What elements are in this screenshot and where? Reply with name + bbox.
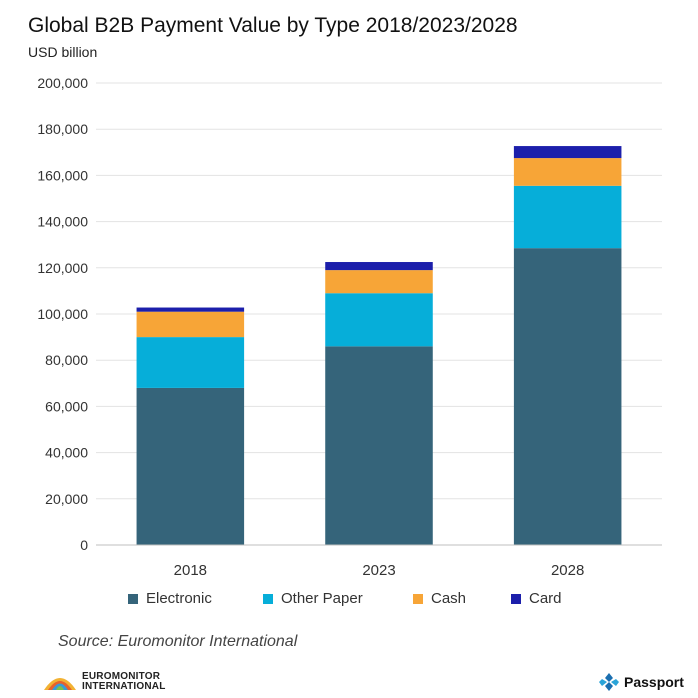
bar-segment-other-paper-2023 [325, 293, 433, 347]
y-tick-label: 0 [80, 537, 88, 553]
source-note: Source: Euromonitor International [58, 633, 298, 650]
unit-label: USD billion [28, 44, 98, 60]
euromonitor-logo-icon [44, 678, 76, 690]
legend-label: Other Paper [281, 590, 363, 607]
y-tick-label: 160,000 [37, 167, 88, 183]
legend-label: Cash [431, 590, 467, 607]
euromonitor-logo-line1: EUROMONITOR [82, 671, 161, 682]
euromonitor-logo-line2: INTERNATIONAL [82, 681, 166, 692]
y-tick-label: 140,000 [37, 214, 88, 230]
passport-logo-text: Passport [624, 674, 684, 690]
legend-item-cash: Cash [413, 590, 466, 607]
bar-segment-cash-2023 [325, 270, 433, 294]
legend-item-electronic: Electronic [128, 590, 212, 607]
legend-swatch [128, 593, 138, 604]
legend-swatch [413, 593, 423, 604]
legend-item-other-paper: Other Paper [263, 590, 363, 607]
bar-segment-cash-2028 [513, 158, 622, 186]
y-axis-ticks: 0 20,000 40,000 60,000 80,000 100,000 120,000 1… [37, 75, 88, 553]
y-tick-label: 200,000 [37, 75, 88, 91]
legend: Electronic Other Paper Cash Card [0, 590, 698, 612]
x-tick-label: 2018 [174, 562, 207, 579]
legend-label: Electronic [146, 590, 212, 607]
y-tick-label: 60,000 [45, 398, 88, 414]
bar-segment-cash-2018 [136, 311, 245, 338]
passport-logo-icon [599, 673, 619, 691]
y-tick-label: 40,000 [45, 445, 88, 461]
y-tick-label: 180,000 [37, 121, 88, 137]
bars [136, 146, 622, 546]
y-tick-label: 80,000 [45, 352, 88, 368]
bar-segment-other-paper-2028 [513, 185, 622, 249]
legend-item-card: Card [511, 590, 562, 607]
x-tick-label: 2023 [362, 562, 395, 579]
legend-swatch [511, 593, 521, 604]
y-tick-label: 100,000 [37, 306, 88, 322]
bar-segment-card-2023 [325, 262, 433, 271]
x-axis-ticks: 2018 2023 2028 [174, 562, 585, 579]
bar-segment-card-2018 [136, 307, 245, 312]
y-tick-label: 20,000 [45, 491, 88, 507]
chart-title: Global B2B Payment Value by Type 2018/20… [28, 14, 518, 37]
bar-segment-card-2028 [513, 146, 622, 159]
bar-segment-electronic-2028 [513, 248, 622, 546]
legend-swatch [263, 593, 273, 604]
bar-segment-electronic-2018 [136, 387, 245, 545]
legend-label: Card [529, 590, 562, 607]
stacked-bar-chart: 0 20,000 40,000 60,000 80,000 100,000 120,000 1… [37, 75, 662, 579]
bar-segment-other-paper-2018 [136, 337, 245, 388]
euromonitor-logo: EUROMONITOR INTERNATIONAL [42, 668, 182, 694]
bar-segment-electronic-2023 [325, 346, 433, 545]
x-tick-label: 2028 [551, 562, 584, 579]
y-tick-label: 120,000 [37, 260, 88, 276]
